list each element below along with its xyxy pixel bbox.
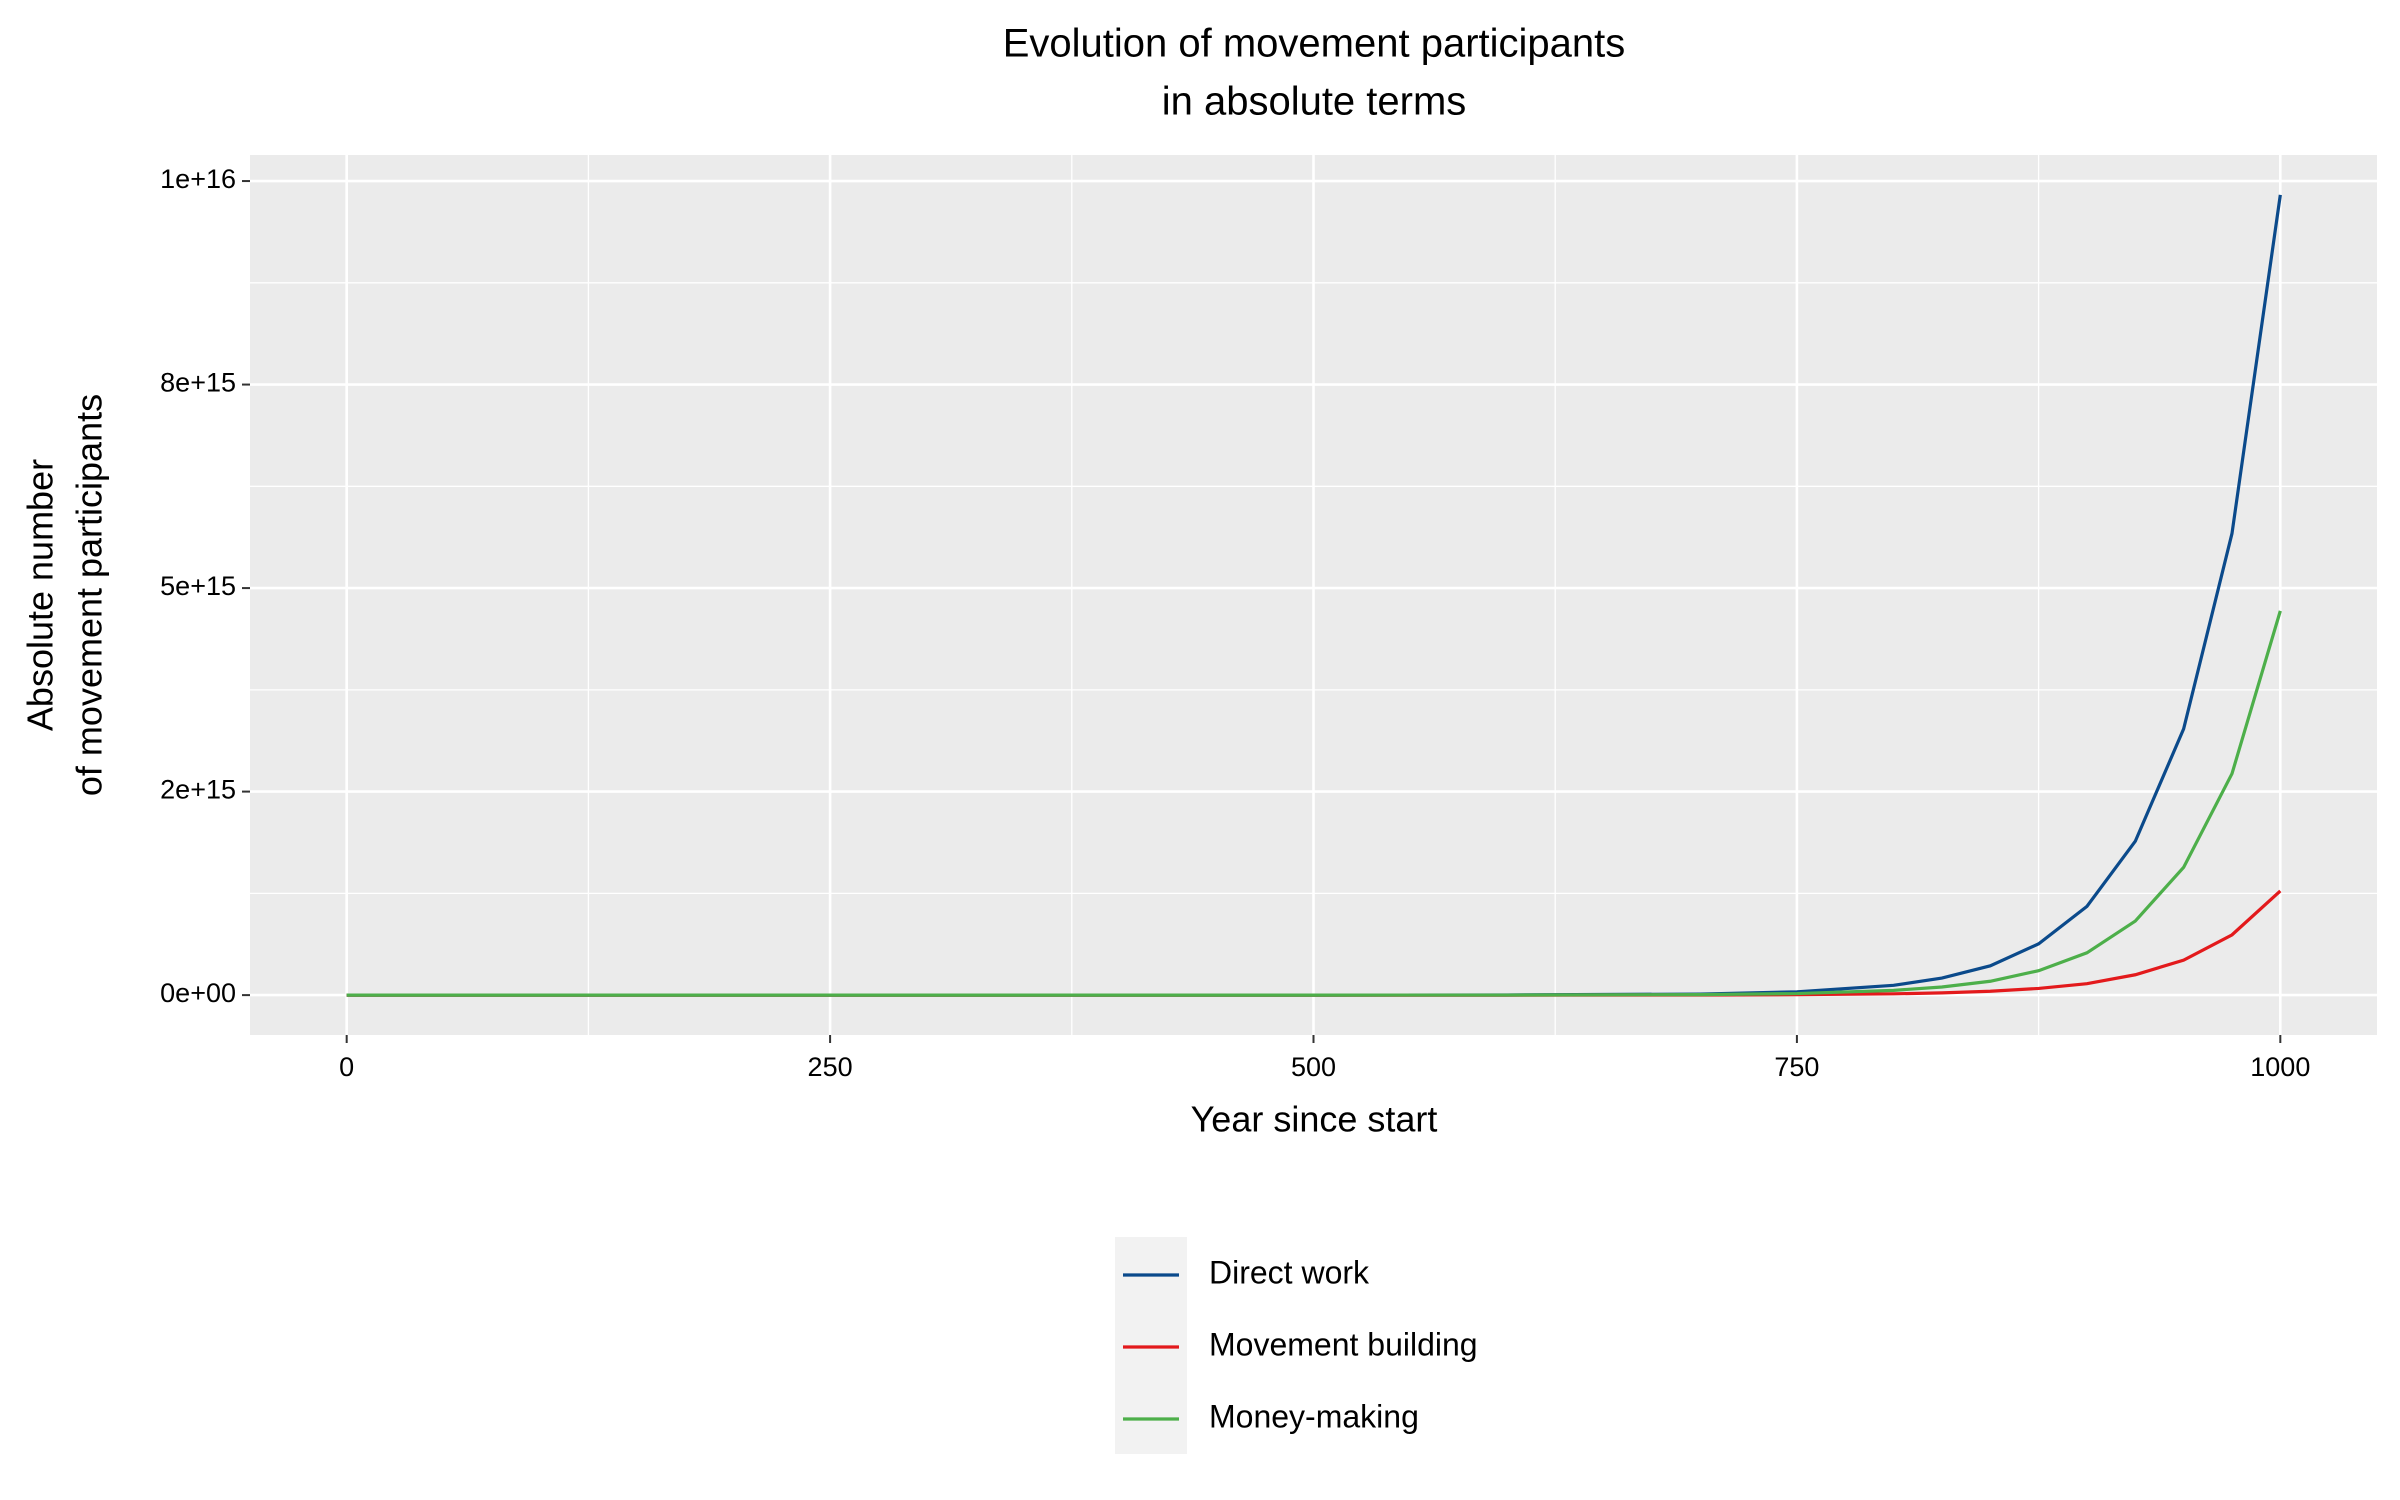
x-tick-label: 250 — [808, 1052, 853, 1082]
y-tick-label: 8e+15 — [160, 368, 236, 398]
chart-title: in absolute terms — [1162, 80, 1467, 124]
x-tick-label: 500 — [1291, 1052, 1336, 1082]
series-line — [346, 610, 2282, 997]
y-tick-label: 5e+15 — [160, 571, 236, 601]
legend: Direct work Movement building Money-making — [1115, 1237, 1478, 1454]
y-tick-label: 1e+16 — [160, 164, 236, 194]
y-axis-title: Absolute number of movement participants — [20, 394, 110, 796]
y-axis-title-line: Absolute number — [20, 459, 61, 731]
x-tick-label: 0 — [339, 1052, 354, 1082]
legend-label: Money-making — [1209, 1398, 1419, 1434]
legend-label: Direct work — [1209, 1254, 1370, 1290]
x-tick-label: 1000 — [2250, 1052, 2310, 1082]
y-axis-title-line: of movement participants — [69, 394, 110, 796]
y-tick-label: 0e+00 — [160, 978, 236, 1008]
chart-title: Evolution of movement participants — [1003, 22, 1626, 66]
legend-label: Movement building — [1209, 1326, 1478, 1362]
x-axis-title: Year since start — [1191, 1099, 1438, 1140]
x-tick-label: 750 — [1774, 1052, 1819, 1082]
y-tick-label: 2e+15 — [160, 775, 236, 805]
